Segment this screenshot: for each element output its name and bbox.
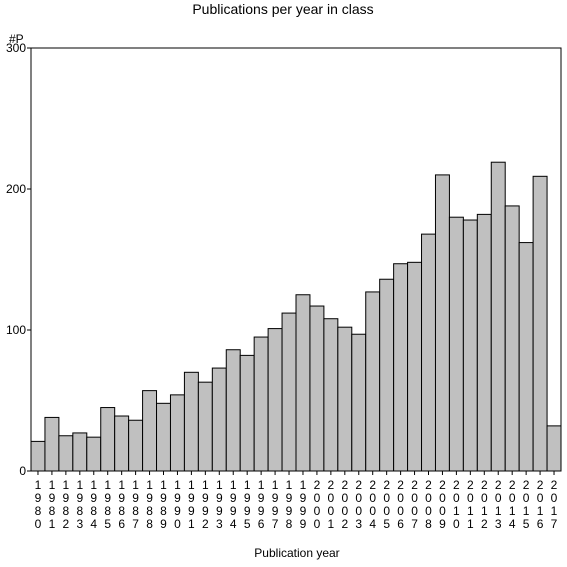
bar-2006 [393,263,409,472]
bar-2008 [421,233,436,472]
bar-1999 [295,294,311,472]
bar-2014 [504,205,520,472]
bar-2005 [379,278,395,472]
bar-1987 [128,419,144,472]
y-axis-label: #P [9,32,24,46]
bar-1983 [72,432,88,472]
bar-1996 [253,336,269,472]
x-axis-label: Publication year [254,546,339,560]
y-tick-label-100: 100 [6,323,26,337]
bar-1989 [156,402,171,472]
chart-title: Publications per year in class [192,1,373,17]
bar-1980 [30,440,46,472]
bar-2007 [407,261,423,472]
y-tick-label-200: 200 [6,182,26,196]
y-axis: 0 100 200 300 [6,41,31,478]
bar-2013 [490,161,506,472]
bar-2002 [337,326,353,472]
bar-1984 [86,436,102,472]
bar-2016 [532,175,548,472]
bar-2000 [309,305,325,472]
bar-1985 [100,407,116,472]
bar-1995 [239,354,255,472]
y-tick-label-0: 0 [19,464,26,478]
bar-2015 [518,242,534,472]
bar-2017 [546,425,562,472]
bars-group [30,161,562,472]
bar-2004 [365,291,381,472]
x-axis: 1 9 8 0 1 9 8 1 1 9 8 2 1 9 8 3 1 9 8 4 1 9 8 5 1 9 8 6 1 9 8 7 1 9 8 8 1 9 8 9… [35,471,558,531]
bar-1990 [169,394,185,472]
bar-1992 [197,381,213,472]
bar-1981 [44,416,60,472]
y-tick-label-300: 300 [6,41,26,55]
bar-1982 [58,435,74,472]
bar-1988 [142,390,158,472]
bar-1986 [114,415,130,472]
bar-1991 [183,371,199,472]
bar-1993 [211,367,227,472]
plot-frame [30,47,562,472]
bar-2011 [462,219,478,472]
bar-2009 [434,174,450,472]
bar-2012 [476,213,492,472]
bar-1998 [281,312,297,472]
bar-2010 [448,216,464,472]
bar-2003 [351,333,367,472]
bar-1997 [267,328,283,472]
bar-2001 [323,318,339,472]
bar-1994 [225,349,241,472]
